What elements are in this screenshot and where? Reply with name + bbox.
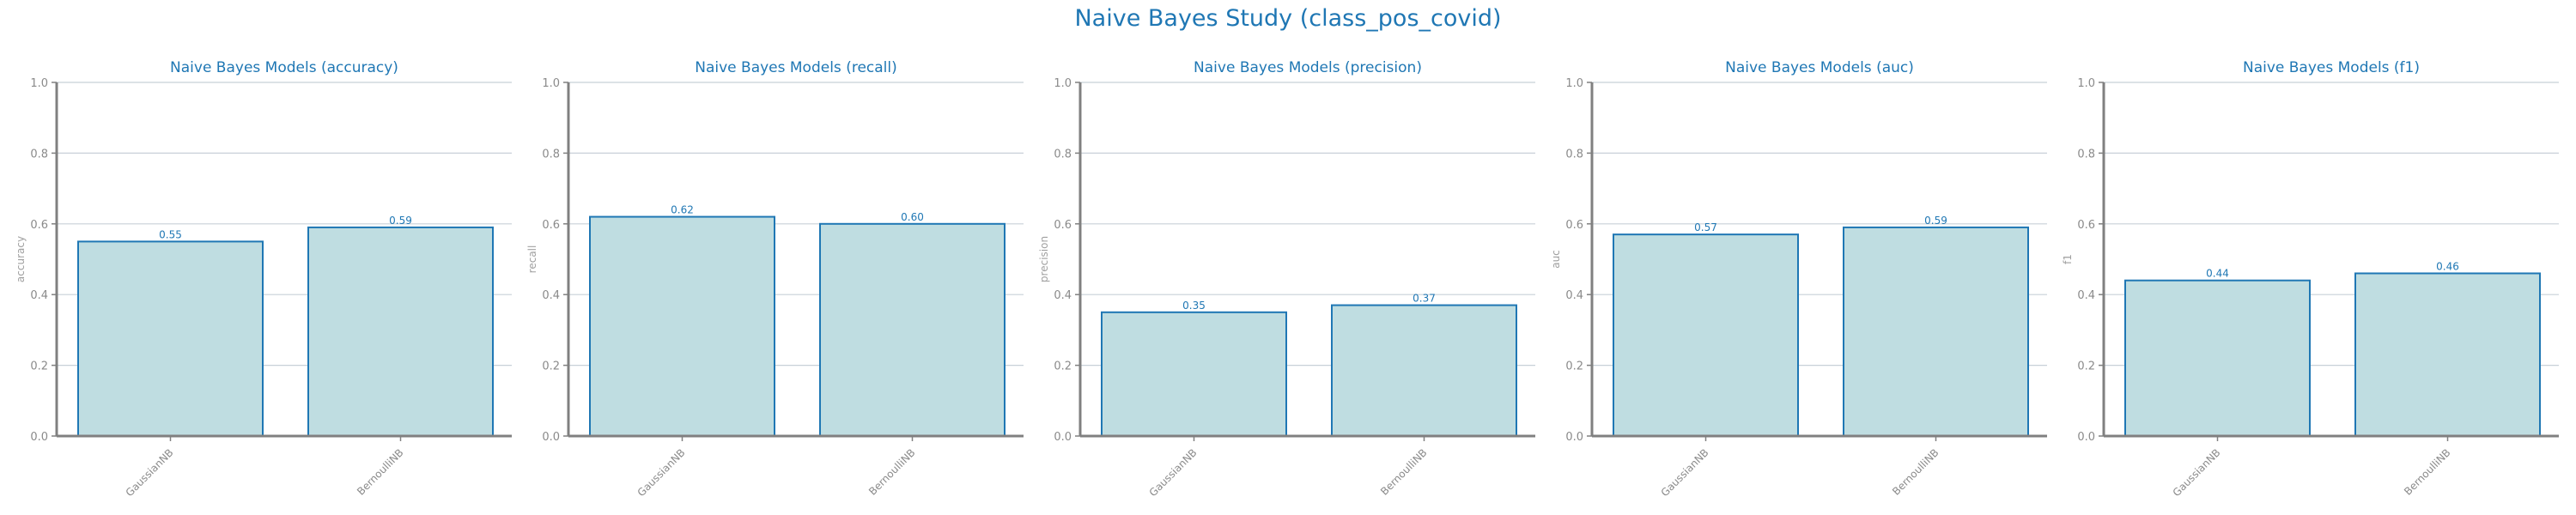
y-tick-label: 0.2: [542, 360, 560, 373]
chart-panel-3: Naive Bayes Models (auc) 0.0 0.2 0.4 0.6 0.8 1…: [1550, 59, 2047, 499]
y-tick-label: 0.6: [1565, 219, 1583, 232]
panel-title: Naive Bayes Models (recall): [695, 59, 897, 76]
bar-GaussianNB: [2124, 279, 2311, 437]
y-tick-label: 0.4: [1565, 289, 1583, 302]
x-tick-label: BernoulliNB: [1890, 446, 1941, 497]
bar-value-label: 0.44: [2206, 268, 2229, 280]
x-tick-label: BernoulliNB: [1378, 446, 1429, 497]
x-tick-label: BernoulliNB: [355, 446, 405, 497]
chart-panel-2: Naive Bayes Models (precision) 0.0 0.2 0.4 0…: [1038, 59, 1535, 499]
x-tick-label: GaussianNB: [635, 446, 688, 499]
bar-value-label: 0.55: [159, 228, 182, 240]
bar-BernoulliNB: [819, 222, 1005, 437]
x-tick-label: BernoulliNB: [866, 446, 917, 497]
y-tick-label: 0.4: [30, 289, 48, 302]
bar-value-label: 0.59: [1924, 215, 1947, 227]
y-tick-label: 0.8: [542, 148, 560, 161]
y-tick-label: 1.0: [1054, 77, 1072, 90]
x-tick-label: GaussianNB: [1659, 446, 1711, 499]
y-tick-label: 0.6: [30, 219, 48, 232]
bar-GaussianNB: [1101, 311, 1287, 437]
chart-panel-1: Naive Bayes Models (recall)0.00.20.40.60…: [526, 59, 1024, 499]
bar-value-label: 0.62: [671, 204, 694, 216]
bar-value-label: 0.60: [901, 211, 924, 223]
bar-GaussianNB: [77, 240, 264, 437]
bar-GaussianNB: [1613, 233, 1799, 437]
y-tick-label: 0.2: [2077, 360, 2095, 373]
y-tick-label: 1.0: [2077, 77, 2095, 90]
panel-title: Naive Bayes Models (precision): [1194, 59, 1422, 76]
panel-title: Naive Bayes Models (f1): [2243, 59, 2420, 76]
y-tick-label: 1.0: [30, 77, 48, 90]
y-tick-label: 0.8: [1565, 148, 1583, 161]
x-tick-label: GaussianNB: [1147, 446, 1200, 499]
y-tick-label: 0.8: [30, 148, 48, 161]
y-tick-label: 0.6: [2077, 219, 2095, 232]
chart-panel-0: Naive Bayes Models (accuracy) 0.0 0.2 0.4 0.…: [15, 59, 512, 499]
bar-value-label: 0.57: [1694, 221, 1717, 233]
y-tick-label: 1.0: [542, 77, 560, 90]
bar-BernoulliNB: [1331, 304, 1517, 437]
x-tick-label: BernoulliNB: [2402, 446, 2452, 497]
y-tick-label: 1.0: [1565, 77, 1583, 90]
bar-GaussianNB: [589, 215, 775, 437]
y-tick-label: 0.0: [2077, 431, 2095, 444]
bar-BernoulliNB: [307, 226, 494, 438]
bar-value-label: 0.35: [1182, 300, 1206, 312]
bar-value-label: 0.59: [389, 215, 412, 227]
y-tick-label: 0.4: [1054, 289, 1072, 302]
y-tick-label: 0.0: [30, 431, 48, 444]
bar-value-label: 0.46: [2436, 260, 2459, 272]
y-tick-label: 0.0: [1565, 431, 1583, 444]
y-tick-label: 0.2: [30, 360, 48, 373]
panel-title: Naive Bayes Models (accuracy): [170, 59, 398, 76]
y-axis-label: recall: [526, 245, 538, 274]
bar-BernoulliNB: [2354, 272, 2541, 438]
x-tick-label: GaussianNB: [124, 446, 176, 499]
y-tick-label: 0.2: [1565, 360, 1583, 373]
figure-title: Naive Bayes Study (class_pos_covid): [1074, 5, 1502, 32]
x-tick-label: GaussianNB: [2171, 446, 2223, 499]
y-tick-label: 0.4: [542, 289, 560, 302]
y-tick-label: 0.0: [542, 431, 560, 444]
bar-BernoulliNB: [1843, 226, 2029, 438]
bar-value-label: 0.37: [1413, 293, 1436, 305]
y-tick-label: 0.2: [1054, 360, 1072, 373]
y-tick-label: 0.0: [1054, 431, 1072, 444]
y-tick-label: 0.6: [542, 219, 560, 232]
y-tick-label: 0.6: [1054, 219, 1072, 232]
y-axis-label: auc: [1550, 250, 1562, 269]
panel-title: Naive Bayes Models (auc): [1725, 59, 1914, 76]
chart-panel-4: Naive Bayes Models (f1) 0.0 0.2 0.4 0.6 0.8 1.…: [2062, 59, 2559, 499]
y-tick-label: 0.8: [1054, 148, 1072, 161]
y-tick-label: 0.8: [2077, 148, 2095, 161]
y-tick-label: 0.4: [2077, 289, 2095, 302]
y-axis-label: accuracy: [15, 236, 27, 282]
y-axis-label: f1: [2062, 254, 2074, 264]
y-axis-label: precision: [1038, 236, 1050, 282]
